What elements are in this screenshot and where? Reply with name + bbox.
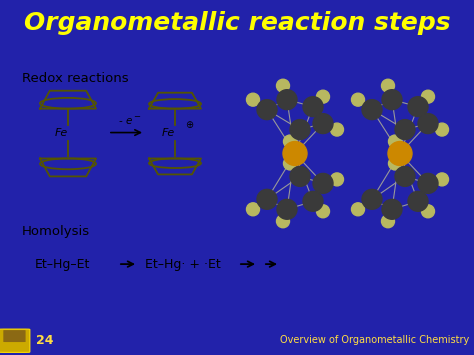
Circle shape — [290, 166, 310, 186]
Circle shape — [382, 90, 402, 110]
Text: Redox reactions: Redox reactions — [22, 72, 128, 85]
Text: Overview of Organometallic Chemistry: Overview of Organometallic Chemistry — [280, 335, 469, 345]
Circle shape — [395, 120, 415, 140]
Circle shape — [382, 199, 402, 219]
Circle shape — [382, 215, 394, 228]
Circle shape — [330, 123, 344, 136]
Circle shape — [352, 93, 365, 106]
Circle shape — [246, 203, 259, 216]
Circle shape — [303, 97, 323, 116]
Text: 24: 24 — [36, 334, 53, 347]
Circle shape — [436, 123, 448, 136]
Circle shape — [283, 135, 297, 148]
Text: ⊕: ⊕ — [185, 120, 193, 130]
Text: Et–Hg· + ·Et: Et–Hg· + ·Et — [145, 258, 221, 271]
Circle shape — [418, 174, 438, 193]
Circle shape — [317, 90, 329, 103]
Circle shape — [395, 166, 415, 186]
Circle shape — [421, 205, 435, 218]
Circle shape — [352, 203, 365, 216]
Circle shape — [418, 114, 438, 133]
Circle shape — [421, 90, 435, 103]
Circle shape — [382, 79, 394, 92]
Circle shape — [257, 189, 277, 209]
Text: −: − — [134, 112, 140, 121]
Circle shape — [303, 191, 323, 211]
Circle shape — [276, 79, 290, 92]
Text: Et–Hg–Et: Et–Hg–Et — [35, 258, 91, 271]
Circle shape — [313, 114, 333, 133]
Circle shape — [362, 189, 382, 209]
FancyBboxPatch shape — [0, 329, 30, 353]
Text: Homolysis: Homolysis — [22, 225, 90, 238]
Text: - e: - e — [119, 116, 133, 126]
Circle shape — [389, 135, 401, 148]
Circle shape — [362, 100, 382, 120]
Circle shape — [283, 142, 307, 165]
Circle shape — [388, 142, 412, 165]
Circle shape — [313, 174, 333, 193]
Circle shape — [317, 205, 329, 218]
Text: Fe: Fe — [55, 127, 68, 137]
Text: Organometallic reaction steps: Organometallic reaction steps — [24, 11, 450, 36]
Circle shape — [277, 90, 297, 110]
Circle shape — [290, 120, 310, 140]
Circle shape — [408, 97, 428, 116]
Circle shape — [283, 157, 297, 170]
Circle shape — [277, 199, 297, 219]
Circle shape — [246, 93, 259, 106]
Circle shape — [436, 173, 448, 186]
Circle shape — [408, 191, 428, 211]
Circle shape — [330, 173, 344, 186]
Circle shape — [257, 100, 277, 120]
Text: Fe: Fe — [162, 127, 175, 137]
Circle shape — [389, 157, 401, 170]
FancyBboxPatch shape — [3, 330, 26, 342]
Circle shape — [276, 215, 290, 228]
